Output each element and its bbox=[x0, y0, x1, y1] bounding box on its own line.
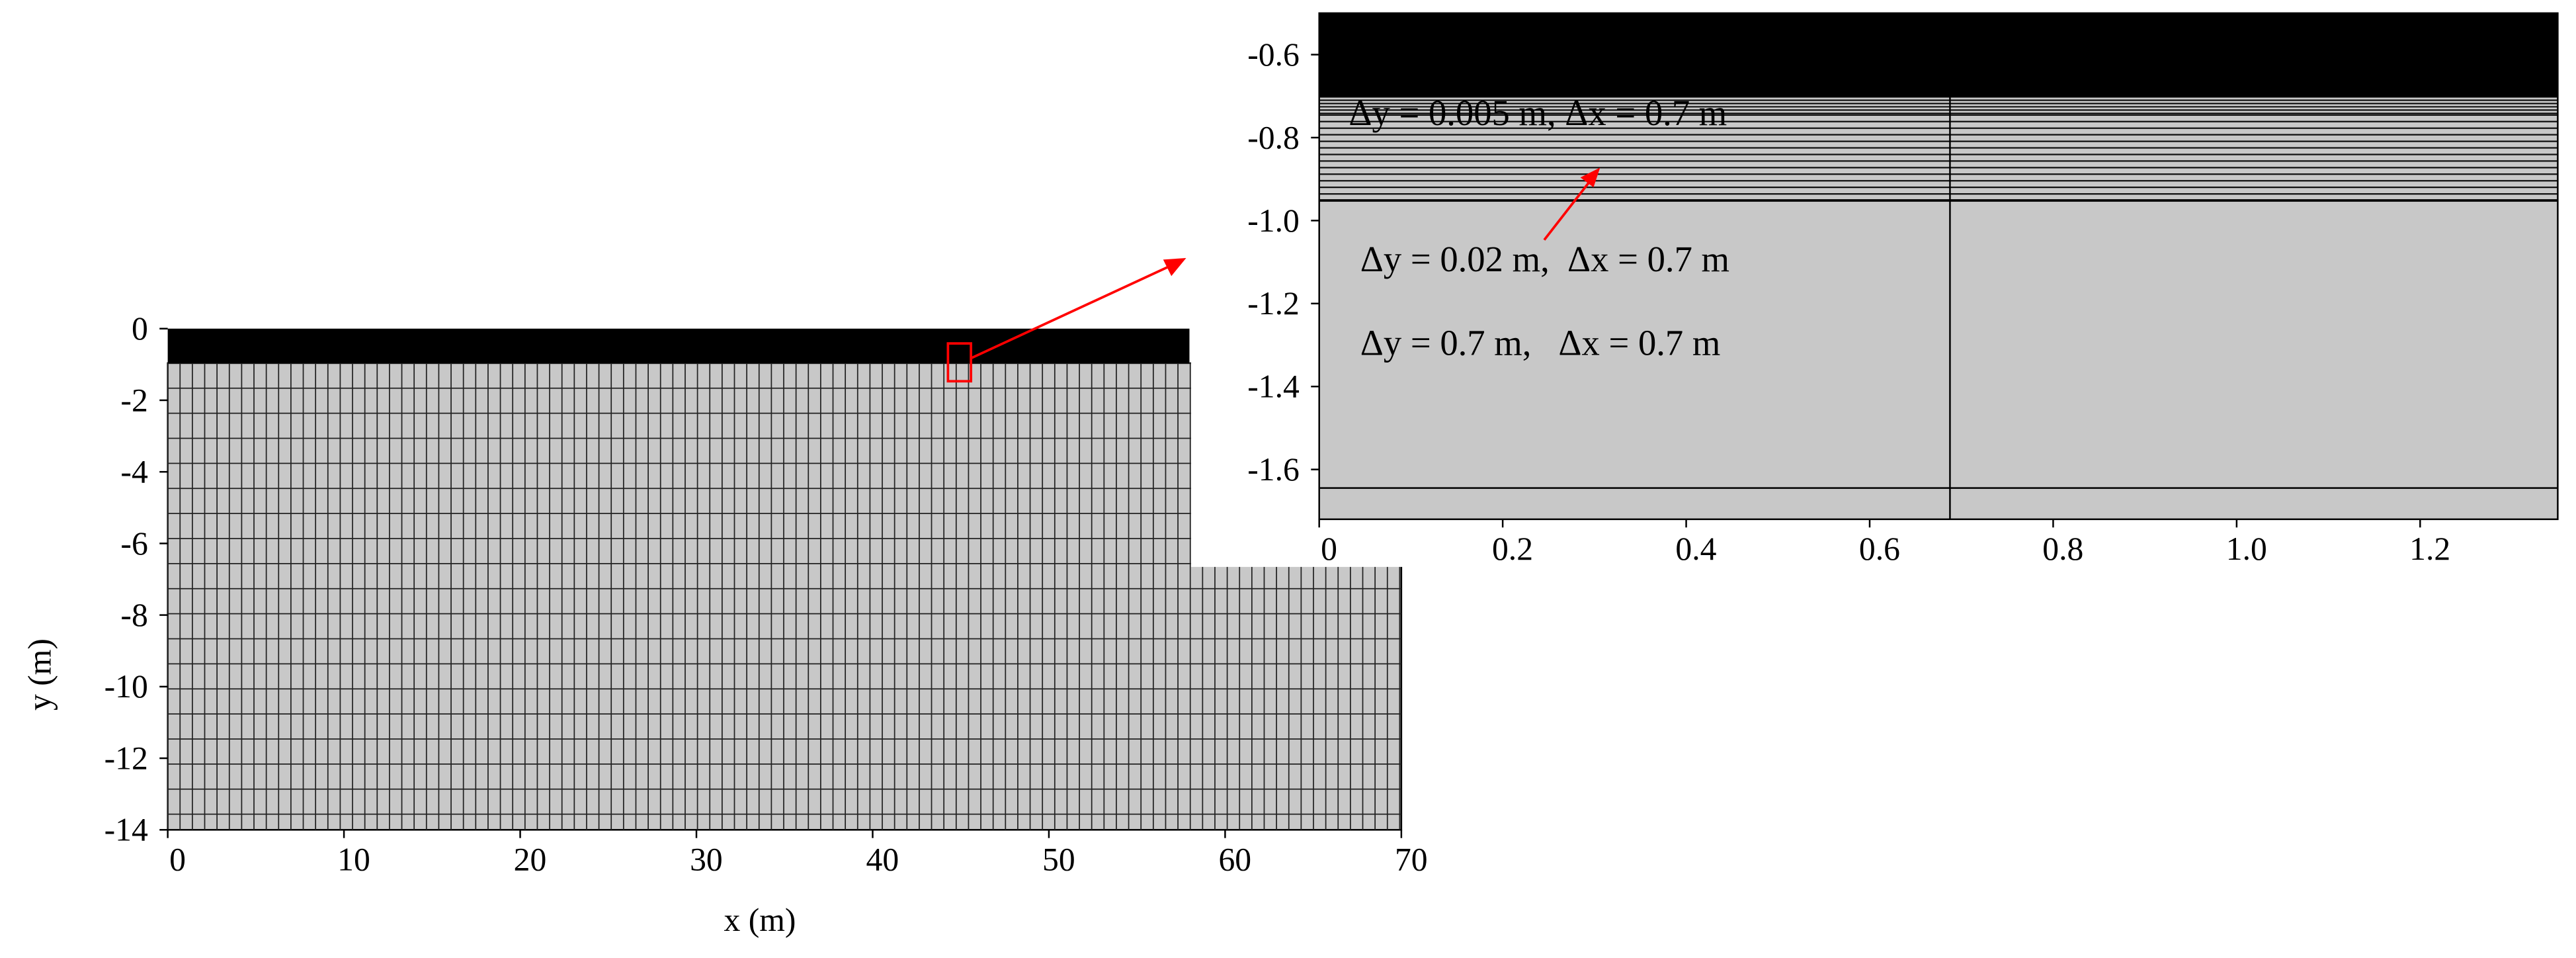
y-tick-label: -1.2 bbox=[1247, 285, 1300, 322]
x-tick-label: 0.6 bbox=[1859, 531, 1900, 567]
y-tick-label: -4 bbox=[120, 454, 148, 490]
x-tick-label: 30 bbox=[690, 841, 723, 877]
label-arrow-head bbox=[1580, 167, 1600, 188]
x-tick-label: 0 bbox=[169, 841, 186, 877]
x-tick-label: 50 bbox=[1042, 841, 1075, 877]
zoom-box bbox=[946, 342, 973, 383]
y-tick-label: -1.4 bbox=[1247, 369, 1300, 405]
x-tick-label: 0.4 bbox=[1675, 531, 1716, 567]
zoom-arrow-head bbox=[1163, 257, 1186, 277]
x-tick-label: 1.0 bbox=[2226, 531, 2267, 567]
y-tick-label: 0 bbox=[132, 310, 148, 347]
label-arrow bbox=[1543, 180, 1591, 241]
y-tick-label: -1.0 bbox=[1247, 202, 1300, 239]
y-tick-label: -2 bbox=[120, 382, 147, 418]
annotation: Δy = 0.7 m, Δx = 0.7 m bbox=[1360, 323, 1721, 363]
fine-layer bbox=[1319, 13, 2558, 97]
annotation: Δy = 0.003 m, Δx = 0.7 m bbox=[1349, 22, 1727, 62]
y-tick-label: -14 bbox=[104, 812, 148, 848]
y-tick-label: -0.6 bbox=[1247, 36, 1300, 73]
x-tick-label: 60 bbox=[1218, 841, 1251, 877]
x-tick-label: 10 bbox=[337, 841, 370, 877]
x-axis-label: x (m) bbox=[724, 902, 796, 938]
zoom-arrow bbox=[970, 265, 1171, 360]
x-tick-label: 0.2 bbox=[1492, 531, 1533, 567]
x-tick-label: 0.8 bbox=[2042, 531, 2083, 567]
annotation: Δy = 0.02 m, Δx = 0.7 m bbox=[1360, 239, 1729, 279]
fine-layer bbox=[167, 328, 1190, 363]
y-tick-label: -1.6 bbox=[1247, 451, 1300, 488]
y-tick-label: -6 bbox=[120, 525, 147, 562]
x-tick-label: 0 bbox=[1321, 531, 1337, 567]
x-tick-label: 20 bbox=[514, 841, 547, 877]
y-axis-label: y (m) bbox=[21, 638, 58, 711]
y-tick-label: -8 bbox=[120, 597, 147, 633]
x-tick-label: 40 bbox=[866, 841, 899, 877]
x-tick-label: 1.2 bbox=[2409, 531, 2450, 567]
x-tick-label: 70 bbox=[1395, 841, 1428, 877]
inset-chart: 0 0.2 0.4 0.6 0.8 1.0 1.2 -0.6 -0.8 -1.0 -1.2 -1.4 -… bbox=[1247, 12, 2559, 567]
plot-frame bbox=[1318, 12, 2559, 521]
annotation: Δy = 0.005 m, Δx = 0.7 m bbox=[1349, 93, 1727, 133]
y-tick-label: -0.8 bbox=[1247, 119, 1300, 155]
y-tick-label: -12 bbox=[104, 740, 148, 776]
y-tick-label: -10 bbox=[104, 668, 148, 705]
